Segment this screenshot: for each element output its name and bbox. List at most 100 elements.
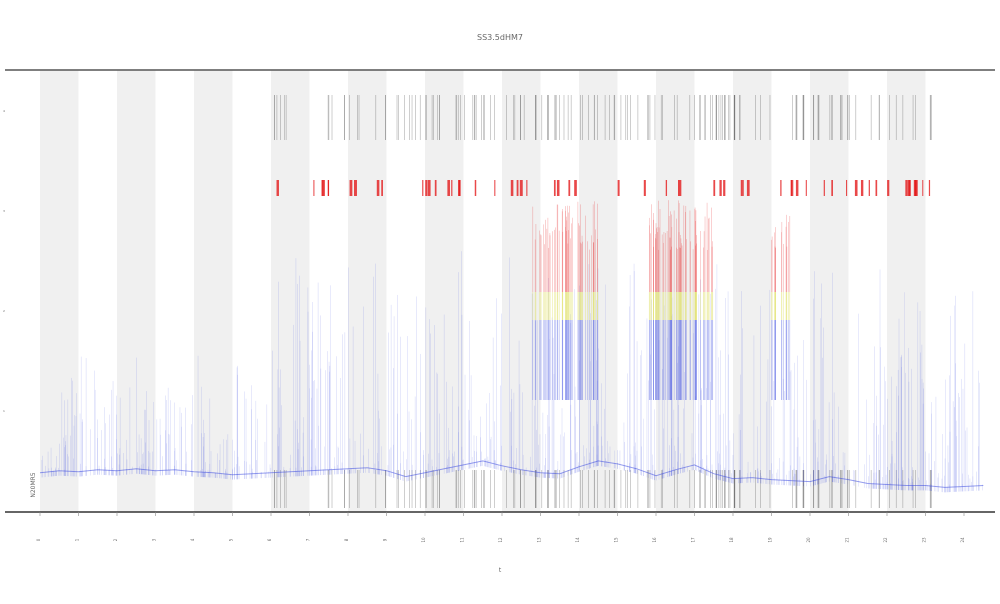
red-marker: [313, 180, 315, 196]
x-tick-label: 9: [383, 538, 388, 541]
shaded-band: [502, 70, 541, 512]
x-tick-label: 5: [229, 538, 234, 541]
red-marker: [740, 180, 743, 196]
y-tick-label: 4: [3, 109, 5, 113]
red-marker: [617, 180, 620, 196]
red-marker: [742, 180, 744, 196]
red-marker: [713, 180, 716, 196]
red-marker: [823, 180, 825, 196]
shaded-band: [40, 70, 79, 512]
red-marker: [805, 180, 807, 196]
x-tick-label: 0: [36, 538, 41, 541]
red-marker: [868, 180, 870, 196]
x-tick-label: 10: [421, 537, 426, 543]
red-marker: [434, 180, 437, 196]
shaded-band: [117, 70, 156, 512]
red-marker: [553, 180, 556, 196]
red-marker: [422, 180, 424, 196]
x-tick-label: 19: [768, 537, 773, 543]
red-marker: [376, 180, 380, 196]
x-axis-label: t: [499, 567, 502, 574]
signal-baseline: [39, 460, 984, 488]
red-marker: [846, 180, 848, 196]
x-tick-label: 18: [729, 537, 734, 543]
red-marker: [908, 180, 911, 196]
red-marker: [790, 180, 792, 196]
x-tick-label: 20: [806, 537, 811, 543]
y-tick-label: 3: [3, 209, 5, 213]
red-marker: [322, 180, 325, 196]
x-tick-label: 23: [922, 537, 927, 543]
red-marker: [875, 180, 878, 196]
shaded-band: [194, 70, 233, 512]
red-marker: [790, 180, 794, 196]
red-marker: [914, 180, 918, 196]
x-tick-label: 21: [845, 537, 850, 543]
x-tick-label: 16: [652, 537, 657, 543]
red-marker: [854, 180, 858, 196]
red-marker: [556, 180, 560, 196]
red-marker: [425, 180, 428, 196]
x-tick-label: 6: [267, 538, 272, 541]
shaded-band: [425, 70, 464, 512]
y-tick-label: 1: [3, 409, 5, 413]
red-marker: [723, 180, 726, 196]
x-tick-label: 1: [75, 538, 80, 541]
shaded-band: [348, 70, 387, 512]
red-marker: [831, 180, 833, 196]
shaded-bands: [40, 70, 926, 512]
corner-label: N20MR5: [30, 472, 37, 497]
red-marker: [887, 180, 890, 196]
red-marker: [451, 180, 453, 196]
event-tick-marks: [274, 95, 932, 508]
red-marker: [381, 180, 383, 196]
red-marker: [922, 180, 924, 196]
shaded-band: [810, 70, 849, 512]
red-marker: [905, 180, 908, 196]
red-marker: [574, 180, 577, 196]
shaded-band: [656, 70, 695, 512]
signal-traces: [39, 180, 984, 493]
red-marker: [458, 180, 461, 196]
x-tick-label: 2: [113, 538, 118, 541]
shaded-band: [271, 70, 310, 512]
x-tick-label: 11: [460, 537, 465, 543]
x-tick-label: 4: [190, 538, 195, 541]
red-marker: [746, 180, 750, 196]
x-tick-label: 12: [498, 537, 503, 543]
red-marker: [678, 180, 680, 196]
red-marker: [327, 180, 330, 196]
shaded-band: [733, 70, 772, 512]
chart-title: SS3.5dHM7: [477, 33, 523, 42]
red-marker: [795, 180, 799, 196]
shaded-band: [579, 70, 618, 512]
red-marker: [474, 180, 477, 196]
red-marker: [516, 180, 519, 196]
red-marker: [276, 180, 279, 196]
red-marker: [568, 180, 571, 196]
x-tick-label: 17: [691, 537, 696, 543]
x-tick-label: 15: [614, 537, 619, 543]
red-marker: [928, 180, 931, 196]
red-marker: [510, 180, 514, 196]
red-marker: [519, 180, 523, 196]
x-tick-label: 3: [152, 538, 157, 541]
red-marker: [354, 180, 357, 196]
red-marker: [678, 180, 682, 196]
red-marker: [719, 180, 722, 196]
red-marker: [665, 180, 668, 196]
red-marker: [349, 180, 353, 196]
red-marker: [447, 180, 450, 196]
red-marker: [860, 180, 864, 196]
x-tick-label: 22: [883, 537, 888, 543]
x-tick-label: 7: [306, 538, 311, 541]
red-marker: [526, 180, 528, 196]
x-tick-label: 14: [575, 537, 580, 543]
red-marker: [494, 180, 496, 196]
x-tick-label: 13: [537, 537, 542, 543]
x-axis-ticks: 0 1 2 3 4 5 6 7 8 9 10 11 12 13 14 15 16 17 18 19 20 21 22 23 24: [36, 512, 965, 543]
red-marker: [643, 180, 646, 196]
y-axis-ticks: 1 2 3 4: [3, 109, 5, 413]
